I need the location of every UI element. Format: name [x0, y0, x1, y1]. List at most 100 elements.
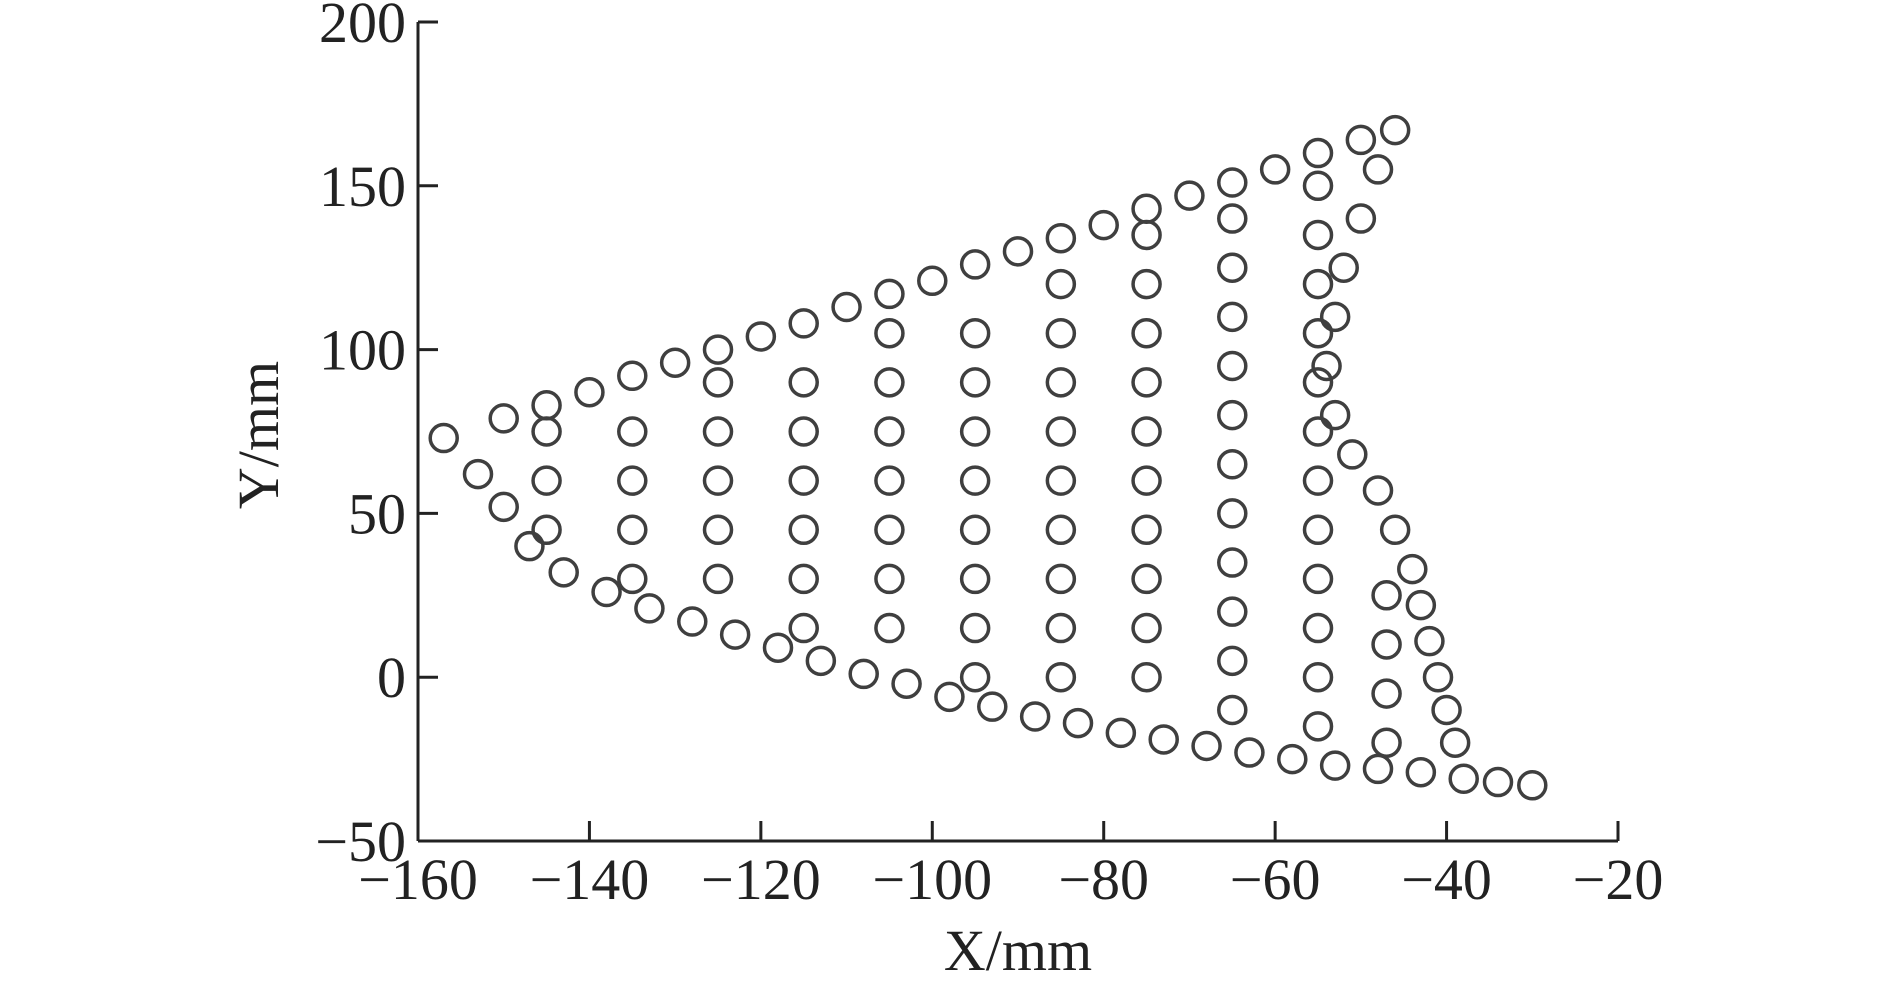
- point: [788, 416, 819, 447]
- point: [1302, 563, 1334, 595]
- point: [959, 465, 991, 496]
- point: [891, 668, 922, 700]
- point: [1302, 170, 1334, 202]
- point: [788, 612, 819, 644]
- point: [1259, 154, 1291, 185]
- point: [1131, 612, 1162, 644]
- point: [1045, 317, 1077, 349]
- point: [1062, 707, 1094, 739]
- point: [788, 563, 819, 595]
- y-axis-label: Y/mm: [226, 361, 291, 509]
- point: [1302, 612, 1334, 644]
- point: [574, 376, 605, 408]
- point: [1302, 465, 1334, 496]
- point: [959, 249, 991, 280]
- point: [702, 514, 734, 546]
- point: [1217, 167, 1248, 198]
- point: [617, 514, 648, 546]
- point: [1217, 694, 1248, 726]
- point: [848, 658, 879, 690]
- point: [462, 458, 494, 490]
- point: [1302, 219, 1334, 251]
- point: [1045, 514, 1077, 546]
- point: [788, 308, 819, 339]
- point: [788, 465, 819, 496]
- x-tick-label: −120: [701, 847, 821, 912]
- point: [659, 347, 691, 378]
- point: [1045, 222, 1077, 254]
- point: [1379, 114, 1411, 146]
- point: [1234, 737, 1265, 768]
- point: [959, 514, 991, 546]
- point: [1088, 209, 1119, 241]
- point: [1302, 317, 1334, 349]
- point: [1002, 236, 1034, 267]
- point: [1362, 154, 1394, 185]
- point: [959, 612, 991, 644]
- point: [1217, 399, 1248, 431]
- point: [1217, 301, 1248, 333]
- point: [959, 661, 991, 693]
- point: [617, 563, 648, 595]
- point: [617, 465, 648, 496]
- point: [1362, 753, 1394, 785]
- point: [1302, 367, 1334, 398]
- point: [1302, 268, 1334, 300]
- point: [874, 317, 905, 349]
- point: [1131, 268, 1162, 300]
- x-tick-label: −80: [1058, 847, 1149, 912]
- point: [1302, 711, 1334, 742]
- point: [874, 563, 905, 595]
- point: [634, 593, 665, 624]
- point: [428, 422, 459, 454]
- point: [1371, 727, 1402, 758]
- x-tick-label: −160: [358, 847, 478, 912]
- x-tick-label: −100: [872, 847, 992, 912]
- point: [874, 278, 905, 310]
- point: [1362, 475, 1394, 506]
- point: [1131, 219, 1162, 251]
- point: [1131, 193, 1162, 224]
- point: [1431, 694, 1462, 726]
- point: [1019, 701, 1051, 732]
- y-tick-label: 100: [319, 318, 406, 383]
- point: [1311, 350, 1342, 382]
- point: [1422, 661, 1454, 693]
- point: [1217, 645, 1248, 677]
- point: [1131, 563, 1162, 595]
- point: [1439, 727, 1471, 758]
- point: [1405, 589, 1437, 621]
- point: [702, 334, 734, 365]
- point: [702, 416, 734, 447]
- point: [1405, 756, 1437, 788]
- point: [959, 416, 991, 447]
- point: [1131, 317, 1162, 349]
- point: [1191, 730, 1222, 762]
- point: [1302, 137, 1334, 169]
- point: [1045, 465, 1077, 496]
- point: [488, 491, 519, 523]
- point: [1319, 301, 1351, 333]
- point: [1217, 449, 1248, 480]
- point: [1277, 743, 1308, 775]
- point: [1045, 367, 1077, 398]
- y-tick-label: 50: [348, 481, 406, 546]
- point: [617, 360, 648, 392]
- point: [1131, 465, 1162, 496]
- point: [1397, 553, 1428, 585]
- point: [874, 514, 905, 546]
- point: [1045, 268, 1077, 300]
- point: [1174, 180, 1205, 211]
- point: [745, 321, 777, 352]
- point: [788, 514, 819, 546]
- point: [1302, 661, 1334, 693]
- point: [719, 619, 751, 650]
- point: [1217, 350, 1248, 382]
- point: [1302, 416, 1334, 447]
- point: [531, 390, 562, 421]
- point: [1414, 625, 1445, 657]
- point: [874, 416, 905, 447]
- point: [831, 291, 862, 323]
- point: [514, 530, 545, 562]
